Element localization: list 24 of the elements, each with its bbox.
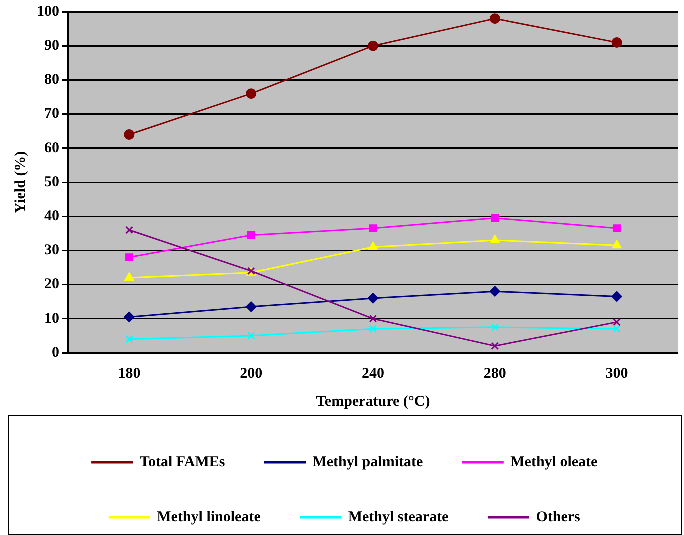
x-axis-title: Temperature (°C) — [316, 394, 430, 410]
y-tick-label: 80 — [44, 72, 60, 88]
legend-label: Methyl linoleate — [157, 509, 262, 526]
y-tick-label: 20 — [44, 276, 60, 293]
y-tick-label: 10 — [44, 310, 60, 327]
legend-label: Methyl stearate — [348, 509, 450, 526]
y-tick-label: 50 — [44, 174, 60, 190]
x-tick-label: 300 — [606, 366, 628, 382]
y-tick-label: 30 — [44, 242, 60, 259]
x-tick-label: 240 — [362, 366, 384, 382]
x-tick-label: 280 — [484, 366, 506, 382]
y-tick-label: 70 — [44, 106, 60, 122]
legend-label: Methyl oleate — [510, 454, 598, 470]
x-tick-label: 200 — [240, 366, 263, 382]
y-tick-label: 0 — [52, 344, 60, 361]
x-tick-label: 180 — [118, 366, 141, 382]
y-tick-label: 40 — [44, 208, 60, 224]
y-axis-title: Yield (%) — [12, 151, 29, 214]
y-tick-label: 100 — [37, 4, 60, 20]
y-tick-label: 60 — [44, 140, 60, 156]
legend-label: Total FAMEs — [140, 454, 226, 470]
legend-label: Methyl palmitate — [312, 454, 424, 470]
legend-label: Others — [536, 509, 581, 526]
y-tick-label: 90 — [44, 38, 60, 54]
